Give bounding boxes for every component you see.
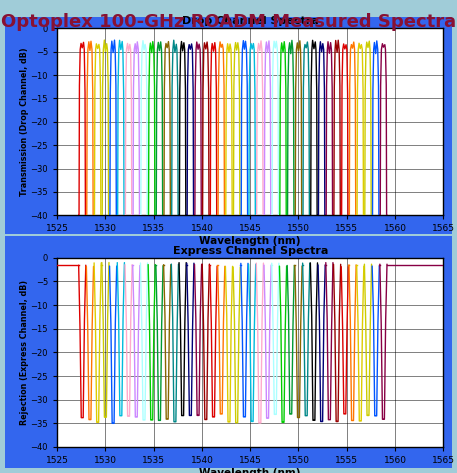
Text: Optoplex 100-GHz ROADM Measured Spectra: Optoplex 100-GHz ROADM Measured Spectra xyxy=(1,13,456,31)
Title: Drop Channel Spectra: Drop Channel Spectra xyxy=(182,16,319,26)
X-axis label: Wavelength (nm): Wavelength (nm) xyxy=(199,236,301,246)
X-axis label: Wavelength (nm): Wavelength (nm) xyxy=(199,468,301,473)
Title: Express Channel Spectra: Express Channel Spectra xyxy=(173,245,328,255)
Y-axis label: Transmission (Drop Channel, dB): Transmission (Drop Channel, dB) xyxy=(20,47,29,196)
Y-axis label: Rejection (Express Channel, dB): Rejection (Express Channel, dB) xyxy=(20,280,29,425)
